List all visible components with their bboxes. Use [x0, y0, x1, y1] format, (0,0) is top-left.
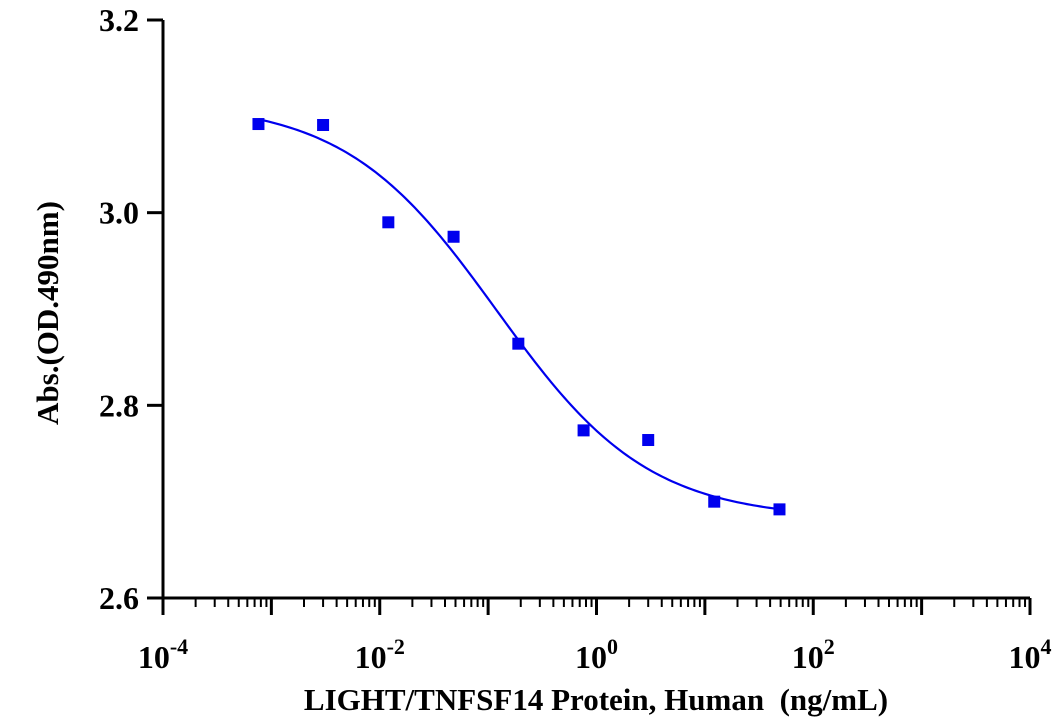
y-tick-label: 2.6	[99, 580, 139, 616]
data-point	[577, 424, 590, 437]
data-point	[512, 337, 525, 350]
x-tick-label: 10-2	[355, 634, 405, 675]
data-point	[317, 119, 330, 132]
x-tick-base: 10	[575, 639, 607, 675]
x-tick-label: 100	[575, 634, 618, 675]
x-tick-exponent: 2	[824, 634, 835, 659]
x-tick-exponent: 0	[607, 634, 618, 659]
x-tick-label: 104	[1009, 634, 1052, 675]
x-tick-label: 10-4	[138, 634, 188, 675]
data-point	[447, 230, 460, 243]
y-axis-title: Abs.(OD.490nm)	[30, 201, 65, 425]
y-tick-label: 2.8	[99, 387, 139, 423]
x-ticks: 10-4 10-2 100 102 104	[138, 598, 1052, 675]
y-tick-label: 3.2	[99, 2, 139, 38]
x-tick-base: 10	[138, 639, 170, 675]
x-tick-exponent: -2	[387, 634, 405, 659]
data-point	[642, 434, 655, 447]
data-points	[252, 118, 786, 516]
x-tick-base: 10	[1009, 639, 1041, 675]
data-point	[252, 118, 265, 131]
x-tick-label: 102	[792, 634, 835, 675]
x-axis-title: LIGHT/TNFSF14 Protein, Human (ng/mL)	[304, 682, 888, 717]
data-point	[773, 503, 786, 516]
x-tick-exponent: -4	[170, 634, 188, 659]
y-ticks: 2.6 2.8 3.0 3.2	[99, 2, 163, 616]
fit-curve	[258, 118, 780, 511]
y-tick-label: 3.0	[99, 195, 139, 231]
x-tick-exponent: 4	[1041, 634, 1052, 659]
x-tick-base: 10	[792, 639, 824, 675]
x-tick-base: 10	[355, 639, 387, 675]
data-point	[382, 216, 395, 229]
data-point	[708, 495, 721, 508]
axes	[161, 20, 1030, 600]
